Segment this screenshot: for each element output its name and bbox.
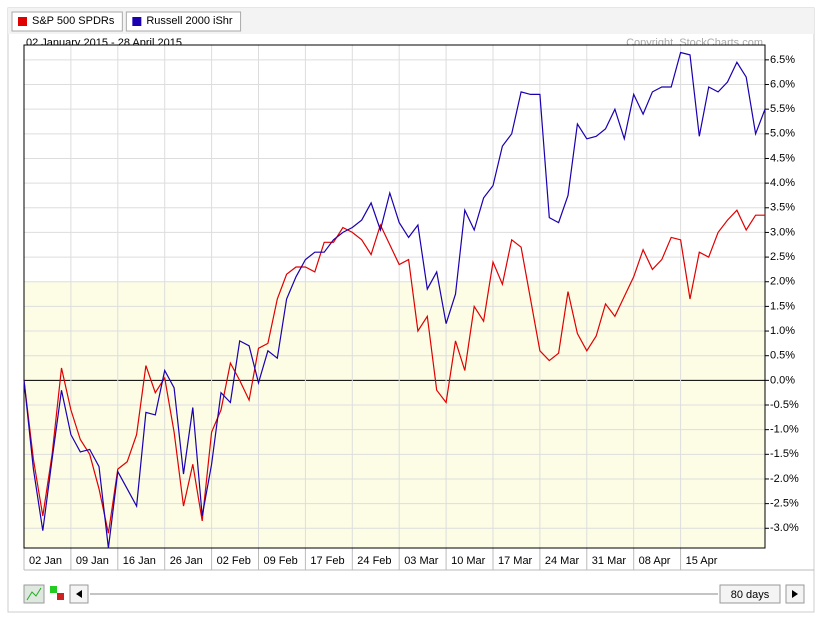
x-tick-label: 02 Jan [29,555,62,567]
arrow-right [792,590,798,598]
legend-swatch [18,17,27,26]
y-tick-label: -1.5% [770,448,799,460]
y-tick-label: 0.5% [770,350,795,362]
y-tick-label: 1.0% [770,325,795,337]
chart-icon-glyph [26,587,42,601]
legend-item[interactable]: Russell 2000 iShr [125,11,242,32]
x-tick-label: 08 Apr [639,555,671,567]
y-tick-label: 2.5% [770,251,795,263]
color-icon[interactable] [50,586,57,593]
y-tick-label: 4.5% [770,152,795,164]
range-button[interactable] [719,584,781,604]
series-line [23,209,765,534]
y-tick-label: -2.0% [770,473,799,485]
y-tick-label: 6.0% [770,78,795,90]
series-line [23,51,766,549]
controls: 80 days [23,584,805,604]
x-tick-label: 17 Mar [498,555,533,567]
x-tick-label: 26 Jan [170,555,203,567]
legend-box [125,11,242,32]
legend-box [11,11,123,32]
legend-label: S&P 500 SPDRs [32,15,115,27]
range-label[interactable]: 80 days [731,589,770,601]
plot: -3.0% -2.5% -2.0% -1.5% -1.0% -0.5% 0.0% 0.5% 1.… [23,44,814,571]
x-tick-label: 10 Mar [451,555,486,567]
y-tick-label: 3.5% [770,202,795,214]
x-tick-label: 03 Mar [404,555,439,567]
y-tick-label: 3.0% [770,226,795,238]
x-tick-label: 31 Mar [592,555,627,567]
x-tick-label: 15 Apr [686,555,718,567]
y-tick-label: -3.0% [770,522,799,534]
legend: S&P 500 SPDRs Russell 2000 iShr [11,11,242,32]
y-tick-label: 6.5% [770,54,795,66]
x-tick-label: 02 Feb [217,555,251,567]
legend-swatch [132,17,142,26]
x-tick-label: 09 Jan [76,555,109,567]
x-tick-label: 24 Feb [357,555,391,567]
color-icon[interactable] [57,593,64,600]
arrow-left [76,590,82,598]
y-tick-label: -0.5% [770,399,799,411]
y-tick-label: -2.5% [770,498,799,510]
legend-item[interactable]: S&P 500 SPDRs [11,11,123,32]
x-tick-label: 24 Mar [545,555,580,567]
x-tick-label: 09 Feb [263,555,297,567]
legend-label: Russell 2000 iShr [146,15,233,27]
plot-border [23,44,766,549]
x-tick-label: 17 Feb [310,555,344,567]
y-tick-label: 2.0% [770,276,795,288]
y-tick-label: 5.5% [770,103,795,115]
y-tick-label: 1.5% [770,300,795,312]
y-tick-label: 4.0% [770,177,795,189]
y-tick-label: 5.0% [770,128,795,140]
shaded-band [24,281,765,548]
y-tick-label: 0.0% [770,374,795,386]
x-tick-label: 16 Jan [123,555,156,567]
y-tick-label: -1.0% [770,424,799,436]
